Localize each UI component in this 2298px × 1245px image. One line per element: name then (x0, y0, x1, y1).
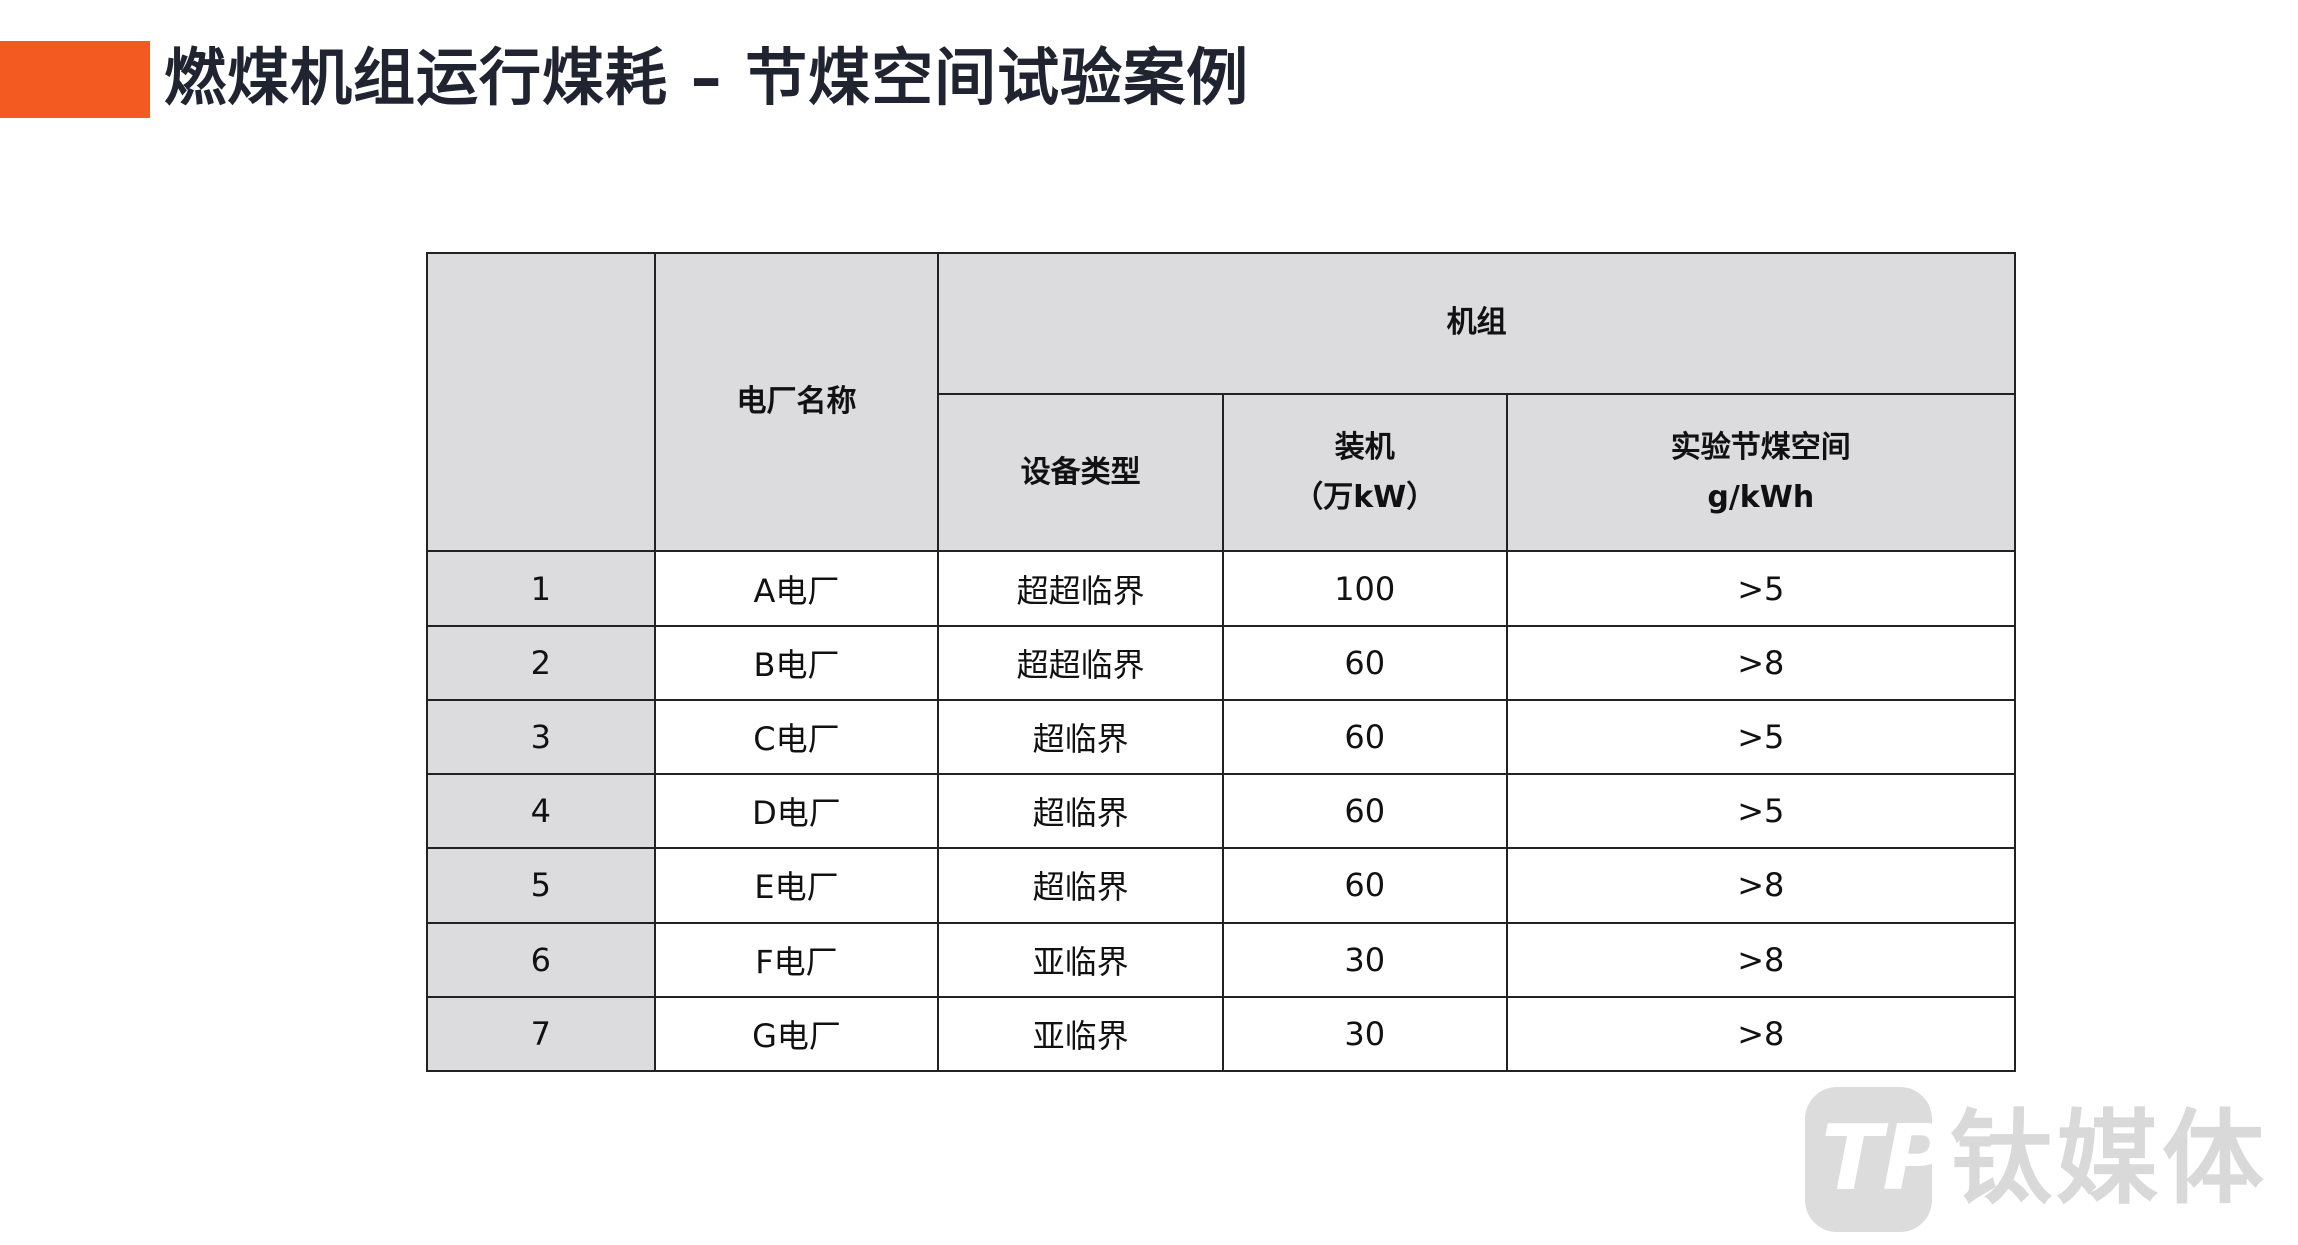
saving-cell: >8 (1505, 921, 2017, 998)
capacity-cell: 30 (1221, 995, 1508, 1073)
row-index: 3 (426, 698, 656, 776)
table-row: 3 C电厂 超临界 60 >5 (426, 698, 2017, 776)
saving-cell: >5 (1505, 773, 2017, 850)
title-accent-bar (0, 41, 150, 118)
watermark-text: 钛媒体 (1950, 1100, 2268, 1219)
plant-name-cell: D电厂 (653, 773, 940, 850)
equipment-type-cell: 超临界 (937, 847, 1224, 924)
capacity-cell: 60 (1221, 847, 1508, 924)
table-row: 6 F电厂 亚临界 30 >8 (426, 921, 2017, 998)
saving-cell: >8 (1505, 995, 2017, 1073)
equipment-type-cell: 超临界 (937, 773, 1224, 850)
header-saving: 实验节煤空间 g/kWh (1505, 392, 2017, 553)
plant-name-cell: A电厂 (653, 550, 940, 627)
header-equipment-type: 设备类型 (937, 392, 1224, 553)
header-plant-name: 电厂名称 (653, 251, 940, 553)
watermark-logo-letters: TP (1821, 1106, 1949, 1211)
row-index: 6 (426, 921, 656, 998)
header-capacity: 装机 （万kW） (1221, 392, 1508, 553)
watermark-logo: TP (1805, 1087, 1948, 1232)
equipment-type-cell: 超超临界 (937, 624, 1224, 701)
header-saving-line1: 实验节煤空间 (1670, 429, 1851, 465)
table-row: 7 G电厂 亚临界 30 >8 (426, 995, 2017, 1073)
plant-name-cell: G电厂 (653, 995, 940, 1073)
plant-test-table: 电厂名称 机组 设备类型 装机 （万kW） 实验节煤空间 g/kWh 1 A电厂 超超临… (426, 251, 2017, 1073)
capacity-cell: 60 (1221, 773, 1508, 850)
header-capacity-line2: （万kW） (1293, 479, 1437, 515)
table-row: 5 E电厂 超临界 60 >8 (426, 847, 2017, 924)
equipment-type-cell: 亚临界 (937, 995, 1224, 1073)
saving-cell: >5 (1505, 550, 2017, 627)
row-index: 2 (426, 624, 656, 701)
saving-cell: >8 (1505, 624, 2017, 701)
header-unit-group: 机组 (937, 252, 2016, 395)
header-index (426, 251, 656, 553)
saving-cell: >8 (1505, 847, 2017, 924)
row-index: 1 (426, 550, 656, 627)
row-index: 7 (426, 995, 656, 1073)
row-index: 5 (426, 847, 656, 924)
table-row: 2 B电厂 超超临界 60 >8 (426, 624, 2017, 701)
row-index: 4 (426, 773, 656, 850)
plant-name-cell: E电厂 (653, 847, 940, 924)
header-capacity-line1: 装机 (1334, 429, 1395, 465)
plant-name-cell: F电厂 (653, 921, 940, 998)
equipment-type-cell: 亚临界 (937, 921, 1224, 998)
equipment-type-cell: 超临界 (937, 698, 1224, 776)
saving-cell: >5 (1505, 698, 2017, 776)
capacity-cell: 100 (1221, 550, 1508, 627)
plant-name-cell: B电厂 (653, 624, 940, 701)
plant-name-cell: C电厂 (653, 698, 940, 776)
header-saving-line2: g/kWh (1707, 479, 1815, 515)
table-row: 4 D电厂 超临界 60 >5 (426, 773, 2017, 850)
equipment-type-cell: 超超临界 (937, 550, 1224, 627)
table-row: 1 A电厂 超超临界 100 >5 (426, 550, 2017, 627)
capacity-cell: 60 (1221, 624, 1508, 701)
capacity-cell: 30 (1221, 921, 1508, 998)
capacity-cell: 60 (1221, 698, 1508, 776)
page-title: 燃煤机组运行煤耗 – 节煤空间试验案例 (164, 41, 1250, 114)
